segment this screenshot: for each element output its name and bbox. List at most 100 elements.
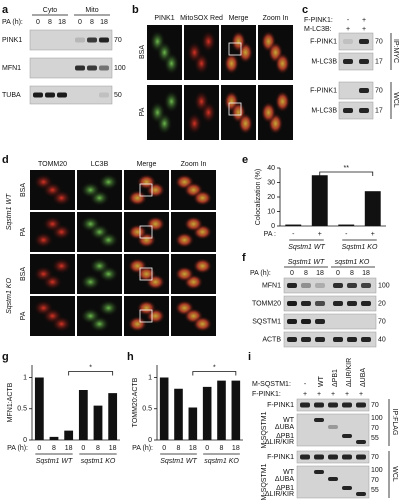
band (356, 492, 366, 496)
lane-label: 18 (100, 19, 108, 26)
x-tick-label: 0 (81, 445, 85, 452)
panel-letter: c (302, 4, 308, 16)
band (87, 65, 97, 71)
cell (183, 216, 204, 232)
lane-label: 0 (336, 270, 340, 277)
x-tick-label: + (371, 231, 375, 238)
band (342, 454, 352, 460)
band (301, 337, 311, 342)
mw-label: 70 (371, 477, 379, 484)
panel-letter: i (248, 351, 251, 363)
lane-label: - (347, 17, 350, 24)
bar (202, 386, 212, 440)
lane-label: 18 (362, 270, 370, 277)
band (301, 283, 311, 288)
cell (33, 232, 54, 248)
cell (80, 308, 101, 324)
row-label: SQSTM1 (252, 318, 281, 325)
fraction-label: Cyto (43, 7, 58, 14)
y-tick-label: 0 (271, 223, 275, 230)
fraction-label: Mito (85, 7, 98, 14)
bar (93, 405, 103, 440)
panel-letter: h (127, 351, 134, 363)
bar (108, 393, 118, 440)
band (328, 477, 338, 481)
band (75, 65, 85, 71)
x-tick-label: 18 (189, 445, 197, 452)
band (328, 402, 338, 408)
significance-bracket (68, 371, 114, 376)
x-tick-label: + (318, 231, 322, 238)
variant-label: ΔUBA (275, 476, 294, 483)
significance-bracket (192, 371, 237, 376)
mw-label: 100 (114, 65, 126, 72)
row-label: PA (20, 311, 27, 320)
variant-label: ΔPB1 (276, 485, 294, 492)
blot (29, 29, 113, 51)
row-label: MFN1 (262, 282, 281, 289)
cell (89, 258, 110, 274)
band (314, 470, 324, 474)
cell (274, 52, 291, 75)
band (359, 108, 369, 113)
cell (80, 182, 101, 198)
significance-label: * (89, 364, 92, 371)
bar (285, 224, 302, 226)
band (356, 440, 366, 444)
band (342, 486, 352, 490)
blot (283, 313, 377, 330)
lane-label: + (345, 391, 349, 398)
cell (192, 258, 213, 274)
cell (51, 190, 72, 206)
group-label: Sqstm1 KO (342, 244, 378, 251)
band (45, 92, 55, 98)
lane-label: 8 (304, 270, 308, 277)
cell (51, 316, 72, 332)
blot (338, 32, 374, 51)
band (343, 39, 353, 44)
condition-label: M-SQSTM1: (252, 381, 291, 388)
row-label: ACTB (262, 336, 281, 343)
cell (193, 90, 210, 113)
variant-label: WT (283, 469, 295, 476)
column-label: Zoom In (263, 15, 289, 22)
mw-label: 70 (371, 402, 379, 409)
lane-label: + (317, 391, 321, 398)
zoom-box (139, 225, 153, 239)
row-label: TOMM20 (252, 300, 281, 307)
band (33, 92, 43, 98)
y-tick-label: 20 (267, 194, 275, 201)
cell (42, 216, 63, 232)
x-tick-label: 0 (205, 445, 209, 452)
cell (98, 232, 119, 248)
band (287, 301, 297, 306)
x-tick-label: 18 (65, 445, 73, 452)
band (315, 319, 325, 324)
variant-label: ΔPB1 (276, 433, 294, 440)
blot (29, 57, 113, 79)
bar (217, 380, 226, 440)
cell (33, 266, 54, 282)
band (359, 39, 369, 44)
band (314, 402, 324, 408)
cell (149, 101, 166, 124)
variant-label: WT (283, 417, 295, 424)
panel-letter: g (2, 351, 9, 363)
row-label: BSA (20, 267, 27, 281)
cell (136, 300, 157, 316)
band (347, 301, 357, 306)
mw-label: 20 (378, 300, 386, 307)
lane-label: 8 (90, 19, 94, 26)
y-axis-label: MFN1:ACTB (7, 382, 14, 422)
y-tick-label: 0 (23, 437, 27, 444)
row-label: MFN1 (2, 65, 21, 72)
zoom-box (139, 183, 153, 197)
mw-label: 40 (378, 336, 386, 343)
band (361, 283, 371, 288)
cell (127, 190, 148, 206)
cell (51, 258, 72, 274)
blot (338, 52, 374, 71)
blot (283, 295, 377, 312)
bar (64, 430, 74, 440)
